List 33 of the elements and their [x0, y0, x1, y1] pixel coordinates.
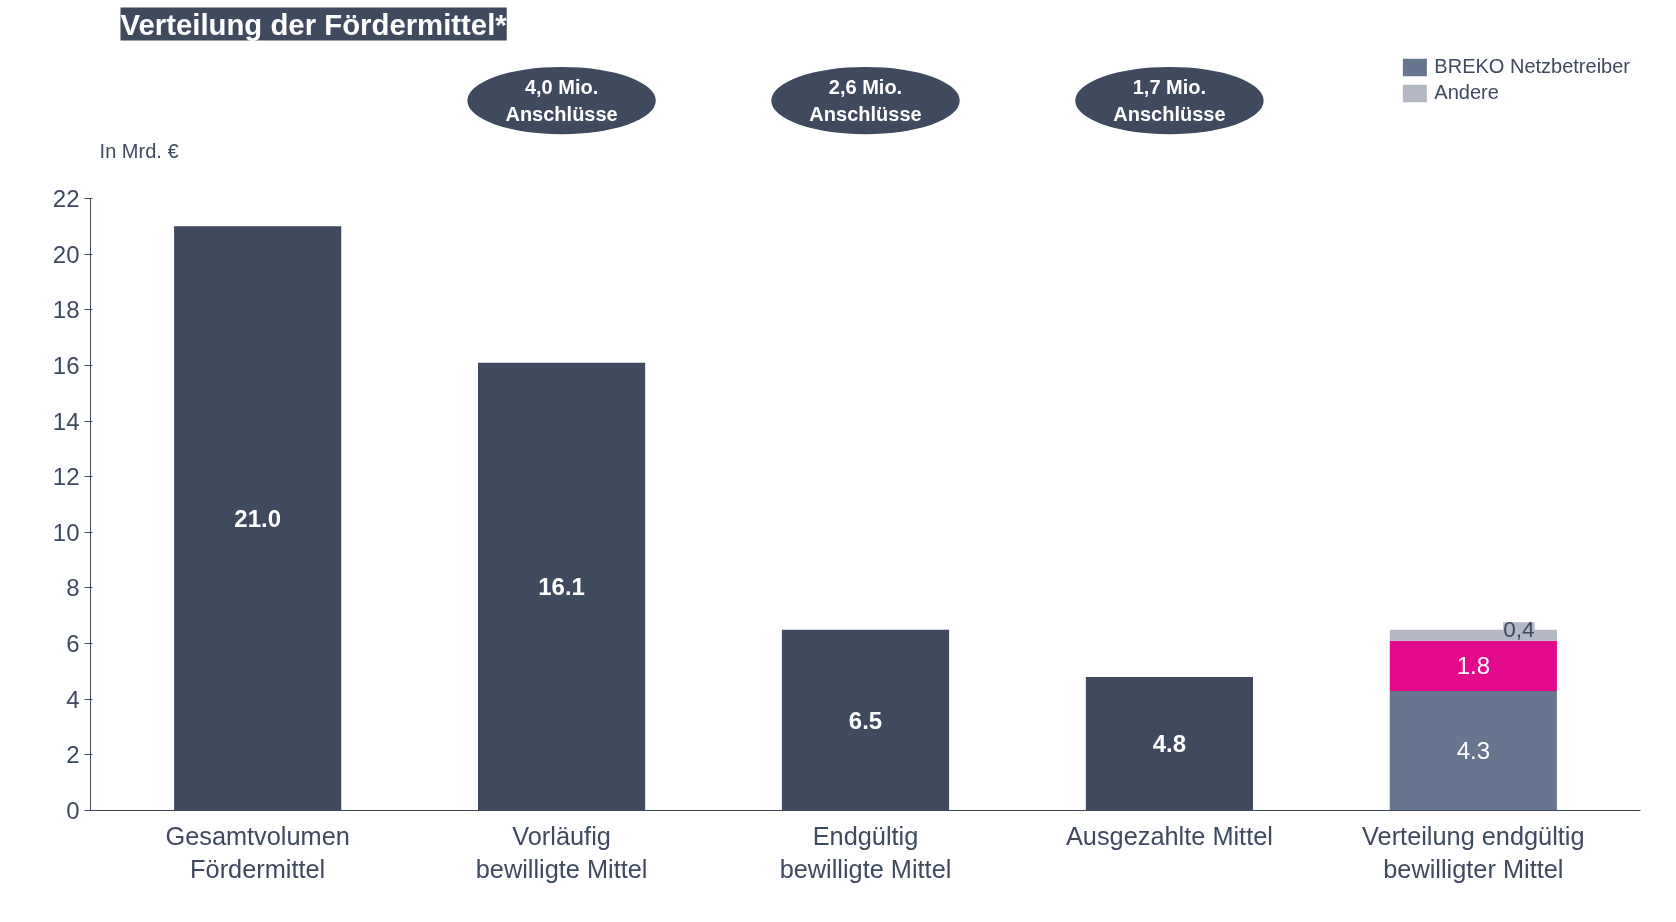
y-tick-label: 8 [66, 574, 80, 602]
y-tick-label: 14 [52, 407, 80, 435]
legend-label: Andere [1434, 81, 1499, 104]
x-tick-label: Ausgezahlte Mittel [1065, 821, 1273, 850]
data-label: 21.0 [234, 504, 282, 532]
x-tick-label: Endgültig bewilligte Mittel [779, 821, 952, 884]
chart-title: Verteilung der Fördermittel* [120, 7, 508, 41]
y-tick-label: 22 [52, 185, 80, 212]
text: 4,0 Mio. Anschlüsse [505, 76, 618, 125]
data-label: 0,4 [1503, 616, 1535, 643]
x-tick-label: Vorläufig bewilligte Mittel [475, 821, 648, 884]
y-axis-title: In Mrd. € [99, 139, 179, 162]
legend-label: BREKO Netzbetreiber [1434, 55, 1630, 78]
data-label: 16.1 [538, 573, 585, 601]
y-tick-label: 10 [52, 518, 80, 546]
y-tick-label: 2 [66, 741, 80, 769]
y-tick-label: 18 [52, 296, 80, 324]
text: 1,7 Mio. Anschlüsse [1113, 76, 1226, 125]
bar [1389, 690, 1557, 811]
data-label: 6.5 [848, 706, 883, 734]
x-tick-label: Verteilung endgültig bewilligter Mittel [1362, 821, 1585, 884]
x-tick-label: Gesamtvolumen Fördermittel [165, 821, 350, 884]
data-label: 4.8 [1152, 730, 1187, 758]
bar [1389, 640, 1557, 691]
y-tick-label: 16 [52, 351, 80, 379]
data-label: 1.8 [1456, 652, 1491, 680]
y-tick-label: 6 [66, 630, 80, 658]
data-label: 4.3 [1456, 737, 1491, 765]
y-tick-label: 4 [66, 685, 80, 713]
y-tick-label: 0 [66, 797, 80, 824]
y-tick-label: 12 [52, 463, 80, 491]
y-tick-label: 20 [52, 240, 80, 268]
text: 2,6 Mio. Anschlüsse [809, 76, 922, 125]
